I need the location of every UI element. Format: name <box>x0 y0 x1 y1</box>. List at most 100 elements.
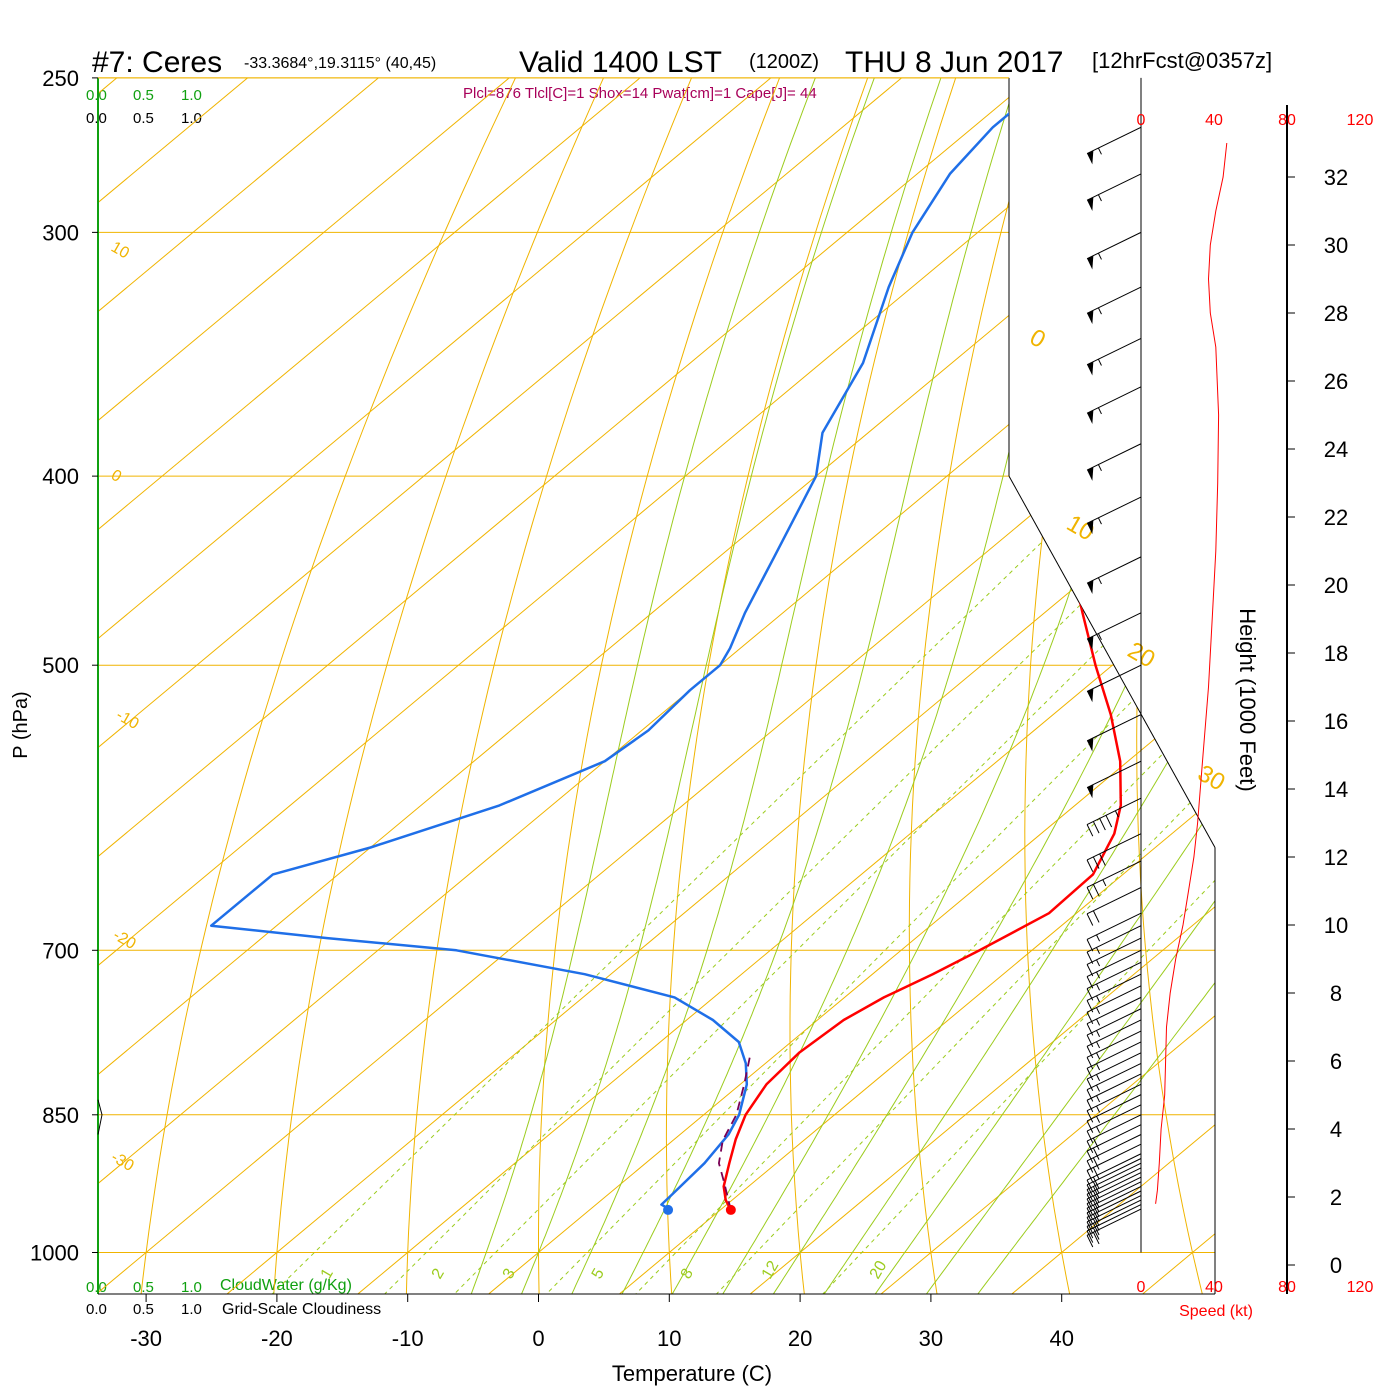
cloudiness-label: Grid-Scale Cloudiness <box>222 1301 381 1318</box>
wind-barb <box>1086 1199 1142 1239</box>
barb-feather <box>1086 1230 1094 1243</box>
wind-barb <box>1086 925 1142 964</box>
barb-staff <box>1086 126 1142 155</box>
barb-staff <box>1086 714 1142 742</box>
barb-feather <box>1092 1209 1100 1222</box>
temp-tick-label: -10 <box>392 1326 424 1351</box>
barb-feather <box>1092 1157 1100 1170</box>
wind-barb <box>1086 1134 1142 1173</box>
barb-half-feather <box>1097 307 1102 315</box>
temp-tick-label: 40 <box>1049 1326 1073 1351</box>
barb-pennant <box>1087 580 1094 594</box>
barb-staff <box>1086 937 1142 965</box>
mixing-ratio-label: 20 <box>867 1258 891 1282</box>
height-tick-label: 2 <box>1330 1185 1342 1210</box>
pressure-tick-label: 850 <box>42 1103 79 1128</box>
speed-tick-label-bottom: 40 <box>1205 1279 1223 1296</box>
wind-barb <box>1086 937 1142 977</box>
barb-feather <box>1086 1207 1094 1221</box>
top-cloudiness-scale: 0.0 0.5 1.0 <box>86 110 202 127</box>
height-tick-label: 8 <box>1330 981 1342 1006</box>
wind-barb <box>1086 1143 1142 1183</box>
moist-adiabat <box>767 77 1215 1294</box>
barb-feather <box>1086 988 1094 1001</box>
barb-feather <box>1092 1167 1100 1180</box>
top-green-2: 1.0 <box>181 87 202 104</box>
barb-feather <box>1092 821 1100 834</box>
mixing-ratio-label: 12 <box>759 1258 783 1282</box>
barb-half-feather <box>1097 147 1102 155</box>
temp-tick-label: 0 <box>532 1326 544 1351</box>
barb-pennant <box>1087 197 1094 212</box>
barb-staff <box>1086 985 1142 1013</box>
barb-half-feather <box>1096 1084 1101 1092</box>
dry-adiabat <box>1350 0 1400 1302</box>
wind-barb <box>1086 860 1142 900</box>
speed-tick-label-top: 80 <box>1278 112 1296 129</box>
barb-half-feather <box>1114 810 1119 818</box>
height-tick-label: 30 <box>1324 233 1348 258</box>
barb-feather <box>1092 1232 1100 1245</box>
barb-feather <box>1086 1011 1094 1025</box>
barb-feather <box>1086 1078 1094 1091</box>
speed-tick-label-top: 120 <box>1347 112 1374 129</box>
station-title: #7: Ceres <box>92 46 222 79</box>
moist-adiabat <box>818 77 1215 1294</box>
isotherm-label: 0 <box>1025 324 1050 354</box>
station-coords: -33.3684°,19.3115° (40,45) <box>244 55 436 72</box>
barb-half-feather <box>1097 517 1102 525</box>
mixing-ratio-line <box>438 475 1215 1294</box>
barb-staff <box>1086 612 1142 640</box>
top-green-1: 0.5 <box>133 87 154 104</box>
barb-staff <box>1086 1143 1142 1171</box>
barb-feather <box>1086 913 1094 926</box>
temp-tick-label: -30 <box>130 1326 162 1351</box>
wind-barb <box>1086 833 1142 872</box>
barb-feather <box>1086 824 1094 837</box>
bottom-cloudiness-scale: 0.0 0.5 1.0 Grid-Scale Cloudiness <box>86 1301 381 1318</box>
barb-feather <box>1092 1190 1100 1204</box>
top-green-0: 0.0 <box>86 87 107 104</box>
height-tick-label: 14 <box>1324 777 1348 802</box>
barb-staff <box>1086 1199 1142 1227</box>
barb-feather <box>1086 1170 1094 1183</box>
mixing-ratio-label: 2 <box>429 1266 448 1282</box>
dry-adiabat <box>665 77 942 1294</box>
top-black-2: 1.0 <box>181 110 202 127</box>
wind-barb <box>1086 1062 1142 1102</box>
barb-staff <box>1086 386 1142 414</box>
barb-staff <box>1086 1204 1142 1232</box>
barb-staff <box>1086 833 1142 861</box>
dry-adiabat <box>789 77 1024 1294</box>
bottom-green-1: 0.5 <box>133 1279 154 1296</box>
barb-staff <box>1086 1190 1142 1218</box>
barb-feather <box>1086 1130 1094 1143</box>
wind-barb <box>1086 1030 1142 1070</box>
isotherm <box>98 77 868 1294</box>
barb-half-feather <box>1102 879 1107 887</box>
wind-speed-profile <box>1155 142 1228 1204</box>
height-tick-label: 16 <box>1324 709 1348 734</box>
barb-feather <box>1086 1000 1094 1013</box>
wind-barb <box>1086 1153 1142 1192</box>
barb-staff <box>1086 1041 1142 1069</box>
barb-staff <box>1086 797 1142 825</box>
surface-temperature-point <box>725 1204 736 1215</box>
moist-adiabat <box>869 77 1215 1294</box>
height-tick-label: 12 <box>1324 845 1348 870</box>
temp-tick-label: -20 <box>261 1326 293 1351</box>
height-tick-label: 6 <box>1330 1049 1342 1074</box>
barb-staff <box>1086 1008 1142 1036</box>
barb-half-feather <box>1096 995 1101 1003</box>
wind-barb <box>1086 1172 1142 1211</box>
barb-feather <box>1086 1179 1094 1192</box>
barb-half-feather <box>1096 971 1101 979</box>
wind-barb <box>1086 1181 1142 1221</box>
barb-feather <box>1086 1100 1094 1113</box>
height-tick-label: 22 <box>1324 505 1348 530</box>
height-tick-label: 20 <box>1324 573 1348 598</box>
dry-adiabat <box>405 77 776 1294</box>
barb-feather <box>1086 1212 1094 1225</box>
